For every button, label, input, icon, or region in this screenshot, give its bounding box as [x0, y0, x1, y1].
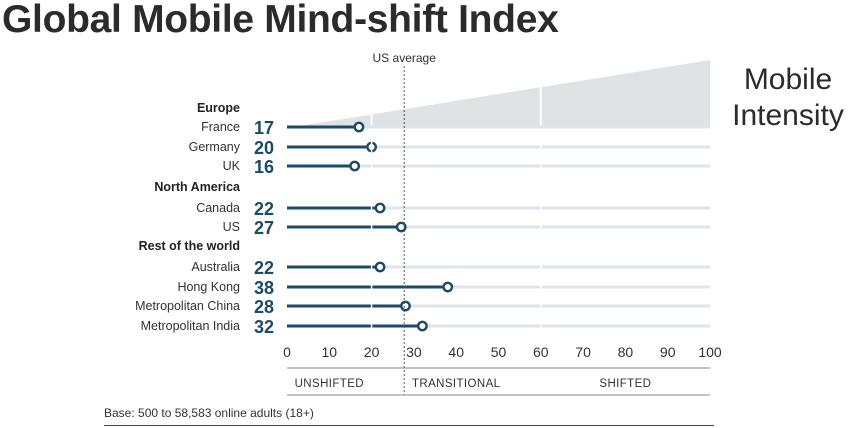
group-label: Europe — [197, 101, 240, 115]
group-label: Rest of the world — [139, 239, 240, 253]
country-label: Hong Kong — [177, 280, 240, 294]
x-tick-label: 40 — [448, 344, 464, 360]
base-footnote: Base: 500 to 58,583 online adults (18+) — [104, 406, 314, 420]
bar-marker — [374, 261, 386, 273]
value-label: 32 — [254, 317, 274, 337]
country-label: Germany — [189, 140, 241, 154]
value-label: 20 — [254, 138, 274, 158]
x-tick-label: 100 — [698, 344, 722, 360]
x-tick-label: 10 — [322, 344, 338, 360]
x-tick-label: 20 — [364, 344, 380, 360]
country-label: Metropolitan China — [135, 299, 240, 313]
x-tick-label: 30 — [406, 344, 422, 360]
bar-marker — [349, 160, 361, 172]
country-label: Canada — [196, 201, 240, 215]
intensity-wedge — [287, 60, 710, 128]
chart-title: Global Mobile Mind-shift Index — [2, 0, 559, 41]
mobile-intensity-label: Mobile Intensity — [732, 63, 844, 132]
country-label: US — [223, 220, 240, 234]
country-label: Australia — [191, 260, 240, 274]
bar-marker — [395, 221, 407, 233]
x-tick-label: 80 — [618, 344, 634, 360]
value-label: 17 — [254, 118, 274, 138]
value-label: 28 — [254, 297, 274, 317]
bar-marker — [442, 281, 454, 293]
x-tick-label: 90 — [660, 344, 676, 360]
bar-marker — [416, 320, 428, 332]
zone-label: TRANSITIONAL — [412, 378, 501, 390]
footnote-divider — [104, 425, 714, 426]
country-label: UK — [223, 159, 241, 173]
x-tick-label: 0 — [283, 344, 291, 360]
value-label: 27 — [254, 218, 274, 238]
value-label: 22 — [254, 199, 274, 219]
x-tick-label: 50 — [491, 344, 507, 360]
value-label: 38 — [254, 278, 274, 298]
bar-marker — [400, 300, 411, 312]
value-label: 16 — [254, 157, 274, 177]
zone-label: SHIFTED — [599, 378, 651, 390]
country-label: France — [201, 120, 240, 134]
group-label: North America — [154, 180, 241, 194]
country-label: Metropolitan India — [141, 319, 240, 333]
x-tick-label: 60 — [533, 344, 549, 360]
value-label: 22 — [254, 258, 274, 278]
zone-label: UNSHIFTED — [295, 378, 364, 390]
x-tick-label: 70 — [575, 344, 591, 360]
bar-marker — [374, 202, 386, 214]
bar-marker — [353, 121, 365, 133]
us-average-label: US average — [373, 51, 437, 65]
